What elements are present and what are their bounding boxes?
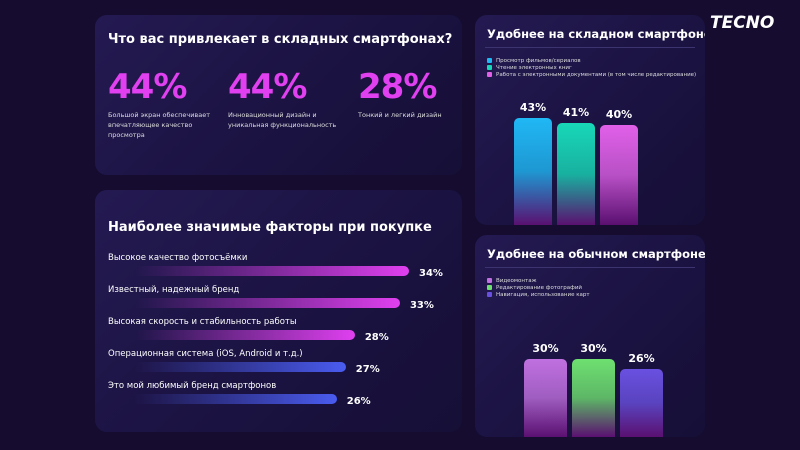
legend-swatch [487, 58, 492, 63]
legend-swatch [487, 285, 492, 290]
stat-caption: Большой экран обеспечивает впечатляющее … [108, 111, 211, 139]
legend-label: Видеомонтаж [496, 278, 537, 284]
legend-label: Навигация, использование карт [496, 292, 590, 298]
legend-item: Чтение электронных книг [487, 65, 572, 71]
divider [485, 267, 695, 268]
bar-label: Высокое качество фотосъёмки [108, 253, 248, 263]
bar-label: Высокая скорость и стабильность работы [108, 317, 297, 327]
bar-value: 41% [562, 105, 590, 119]
bar-label: Известный, надежный бренд [108, 285, 240, 295]
bar [514, 117, 552, 225]
legend-item: Работа с электронными документами (в том… [487, 72, 696, 78]
bar [620, 369, 663, 437]
legend-item: Редактирование фотографий [487, 285, 582, 291]
tecno-logo: TECNO [710, 13, 775, 33]
stat-caption: Инновационный дизайн и уникальная функци… [228, 111, 337, 129]
regular-title: Удобнее на обычном смартфоне [487, 247, 705, 261]
bar-value: 34% [419, 268, 443, 279]
bar-label: Это мой любимый бренд смартфонов [108, 381, 277, 391]
foldable-title: Удобнее на складном смартфоне [487, 27, 705, 41]
stat-value: 28% [358, 67, 437, 107]
bar-value: 26% [346, 396, 371, 407]
bar-value: 30% [580, 342, 607, 355]
bar [572, 359, 615, 437]
legend-swatch [487, 72, 492, 77]
bar [135, 266, 409, 276]
legend-label: Просмотр фильмов/сериалов [496, 58, 581, 64]
bar [135, 394, 337, 404]
bar [600, 125, 638, 225]
bar-label: Операционная система (iOS, Android и т.д… [108, 349, 303, 359]
divider [485, 47, 695, 48]
attract-title: Что вас привлекает в складных смартфонах… [108, 32, 453, 47]
legend-label: Чтение электронных книг [496, 65, 572, 71]
legend-label: Работа с электронными документами (в том… [496, 72, 697, 78]
factors-title: Наиболее значимые факторы при покупке [108, 220, 432, 235]
legend-item: Видеомонтаж [487, 278, 537, 284]
legend-item: Просмотр фильмов/сериалов [487, 58, 581, 64]
stat-value: 44% [228, 67, 307, 107]
legend-swatch [487, 65, 492, 70]
bar-value: 30% [532, 342, 559, 355]
attract-panel: Что вас привлекает в складных смартфонах… [95, 15, 462, 175]
bar-value: 27% [355, 364, 380, 375]
foldable-panel: Удобнее на складном смартфоне Просмотр ф… [475, 15, 705, 225]
bar-value: 40% [605, 108, 633, 121]
bar-value: 26% [628, 352, 655, 366]
bar [135, 298, 400, 308]
legend-swatch [487, 278, 492, 283]
factors-panel: Наиболее значимые факторы при покупке Вы… [95, 190, 462, 432]
legend-item: Навигация, использование карт [487, 292, 590, 298]
legend-label: Редактирование фотографий [496, 285, 582, 291]
bar [135, 362, 346, 372]
bar-value: 33% [409, 300, 434, 311]
bar [524, 359, 567, 437]
stat-value: 44% [108, 67, 187, 107]
bar-value: 28% [364, 332, 389, 343]
bar [557, 122, 595, 225]
stat-caption: Тонкий и легкий дизайн [358, 111, 442, 119]
bar [135, 330, 355, 340]
legend-swatch [487, 292, 492, 297]
regular-panel: Удобнее на обычном смартфоне Видеомонтаж… [475, 235, 705, 437]
bar-value: 43% [519, 100, 547, 114]
